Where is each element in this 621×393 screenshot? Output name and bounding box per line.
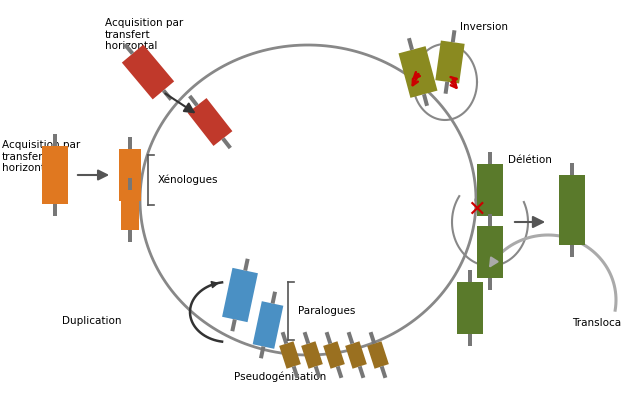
- Bar: [570, 245, 574, 257]
- Bar: [124, 43, 134, 55]
- Bar: [42, 146, 68, 204]
- Bar: [128, 201, 132, 213]
- Bar: [407, 38, 414, 50]
- Bar: [468, 334, 472, 346]
- Bar: [443, 81, 449, 94]
- Bar: [559, 175, 585, 245]
- Bar: [325, 332, 332, 344]
- Bar: [345, 341, 367, 369]
- Bar: [259, 346, 265, 359]
- Text: Paralogues: Paralogues: [298, 306, 355, 316]
- Bar: [488, 214, 492, 226]
- Bar: [281, 332, 288, 344]
- Bar: [230, 319, 237, 332]
- Bar: [314, 366, 321, 378]
- Bar: [119, 149, 141, 201]
- Bar: [128, 137, 132, 149]
- Text: Acquisition par
transfert
horizontal: Acquisition par transfert horizontal: [105, 18, 183, 51]
- Bar: [468, 270, 472, 282]
- Text: Acquisition par
transfert
horizontal: Acquisition par transfert horizontal: [2, 140, 80, 173]
- Bar: [570, 163, 574, 175]
- Bar: [367, 341, 389, 369]
- Bar: [347, 332, 354, 344]
- Bar: [292, 366, 299, 378]
- Bar: [128, 178, 132, 190]
- Bar: [457, 282, 483, 334]
- Bar: [422, 94, 429, 107]
- Bar: [121, 190, 139, 230]
- Bar: [271, 291, 277, 304]
- Bar: [380, 366, 388, 378]
- Bar: [243, 258, 250, 271]
- Bar: [301, 341, 323, 369]
- Bar: [435, 40, 465, 83]
- Text: Xénologues: Xénologues: [158, 175, 219, 185]
- Bar: [323, 341, 345, 369]
- Bar: [302, 332, 310, 344]
- Text: Inversion: Inversion: [460, 22, 508, 32]
- Bar: [477, 164, 503, 216]
- Text: Délétion: Délétion: [508, 155, 552, 165]
- Text: Translocation: Translocation: [572, 318, 621, 328]
- Bar: [53, 134, 57, 146]
- Bar: [221, 137, 232, 149]
- Bar: [122, 45, 174, 99]
- Bar: [358, 366, 365, 378]
- Bar: [451, 30, 456, 42]
- Bar: [188, 98, 232, 146]
- Bar: [336, 366, 343, 378]
- Text: Duplication: Duplication: [62, 316, 122, 326]
- Bar: [488, 152, 492, 164]
- Text: ✕: ✕: [467, 200, 486, 220]
- Bar: [488, 216, 492, 228]
- Bar: [279, 341, 301, 369]
- Bar: [399, 46, 437, 98]
- Bar: [128, 230, 132, 242]
- Bar: [488, 278, 492, 290]
- Bar: [188, 95, 199, 107]
- Bar: [222, 268, 258, 322]
- Bar: [162, 89, 173, 101]
- Bar: [369, 332, 376, 344]
- Bar: [253, 301, 283, 349]
- Text: Pseudogénisation: Pseudogénisation: [234, 372, 326, 382]
- Bar: [53, 204, 57, 216]
- Bar: [477, 226, 503, 278]
